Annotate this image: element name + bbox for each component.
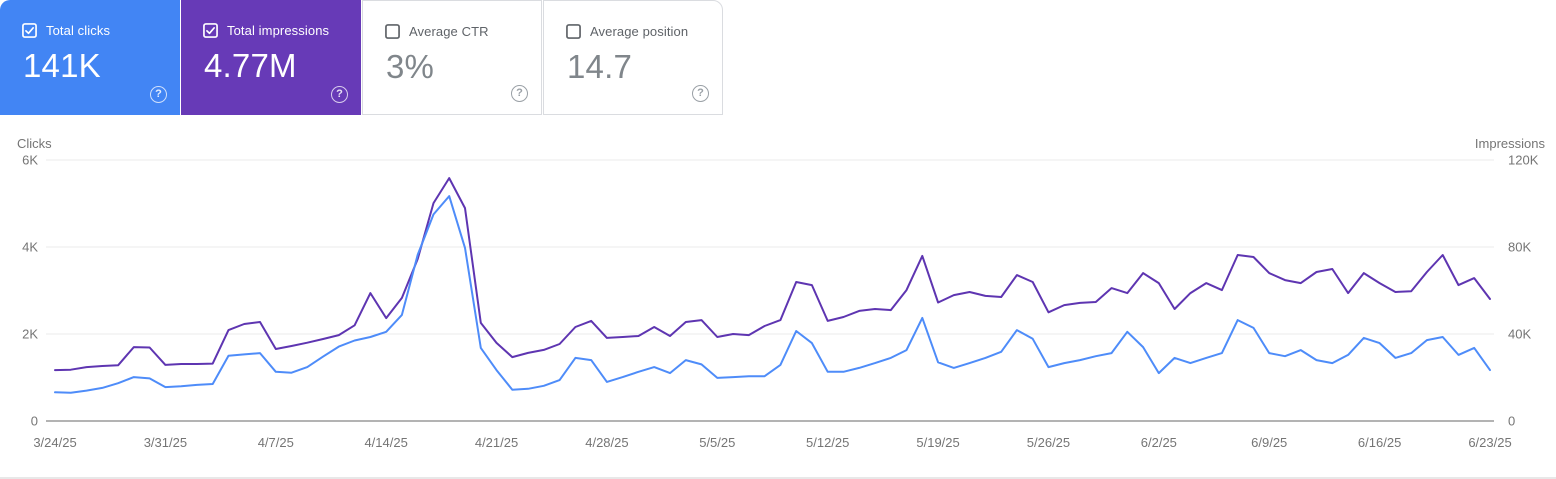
left-axis-tick: 2K xyxy=(22,327,38,342)
total-impressions-line xyxy=(54,177,1491,372)
x-tick-label: 4/21/25 xyxy=(475,435,518,450)
right-axis-title: Impressions xyxy=(1475,136,1546,151)
checkbox-unchecked-icon[interactable] xyxy=(566,24,581,39)
x-tick-label: 4/28/25 xyxy=(585,435,628,450)
right-axis-tick: 40K xyxy=(1508,327,1531,342)
card-label: Total impressions xyxy=(227,23,330,38)
card-average-position[interactable]: Average position 14.7 ? xyxy=(543,0,723,115)
left-axis-tick: 6K xyxy=(22,153,38,168)
x-tick-label: 5/5/25 xyxy=(699,435,735,450)
card-value: 3% xyxy=(386,48,435,85)
help-icon[interactable]: ? xyxy=(150,86,167,103)
card-value: 14.7 xyxy=(567,48,633,85)
card-label: Average position xyxy=(590,24,689,39)
right-axis-tick: 120K xyxy=(1508,153,1539,168)
x-tick-label: 6/16/25 xyxy=(1358,435,1401,450)
left-axis-tick: 0 xyxy=(31,414,38,429)
checkbox-unchecked-icon[interactable] xyxy=(385,24,400,39)
x-tick-label: 5/19/25 xyxy=(916,435,959,450)
left-axis-tick: 4K xyxy=(22,240,38,255)
card-value: 141K xyxy=(23,47,101,84)
x-tick-label: 3/31/25 xyxy=(144,435,187,450)
x-tick-label: 5/12/25 xyxy=(806,435,849,450)
help-icon[interactable]: ? xyxy=(331,86,348,103)
x-tick-label: 6/9/25 xyxy=(1251,435,1287,450)
right-axis-tick: 80K xyxy=(1508,240,1531,255)
x-tick-label: 6/23/25 xyxy=(1468,435,1511,450)
x-tick-label: 4/7/25 xyxy=(258,435,294,450)
metric-cards: Total clicks 141K ? Total impressions 4.… xyxy=(0,0,723,115)
x-tick-label: 6/2/25 xyxy=(1141,435,1177,450)
x-tick-label: 3/24/25 xyxy=(33,435,76,450)
help-icon[interactable]: ? xyxy=(511,85,528,102)
help-icon[interactable]: ? xyxy=(692,85,709,102)
left-axis-title: Clicks xyxy=(17,136,52,151)
card-total-impressions[interactable]: Total impressions 4.77M ? xyxy=(181,0,361,115)
right-axis-tick: 0 xyxy=(1508,414,1515,429)
x-tick-label: 5/26/25 xyxy=(1027,435,1070,450)
total-clicks-line xyxy=(54,195,1491,394)
card-label: Average CTR xyxy=(409,24,489,39)
card-average-ctr[interactable]: Average CTR 3% ? xyxy=(362,0,542,115)
card-value: 4.77M xyxy=(204,47,297,84)
checkbox-checked-icon[interactable] xyxy=(203,23,218,38)
card-label: Total clicks xyxy=(46,23,111,38)
card-total-clicks[interactable]: Total clicks 141K ? xyxy=(0,0,180,115)
x-tick-label: 4/14/25 xyxy=(364,435,407,450)
checkbox-checked-icon[interactable] xyxy=(22,23,37,38)
